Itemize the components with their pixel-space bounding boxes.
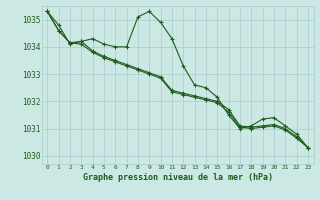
- X-axis label: Graphe pression niveau de la mer (hPa): Graphe pression niveau de la mer (hPa): [83, 173, 273, 182]
